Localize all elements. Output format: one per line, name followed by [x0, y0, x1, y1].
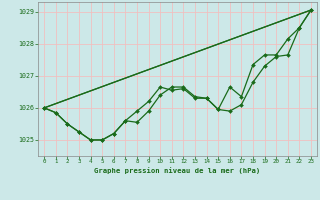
X-axis label: Graphe pression niveau de la mer (hPa): Graphe pression niveau de la mer (hPa)	[94, 167, 261, 174]
